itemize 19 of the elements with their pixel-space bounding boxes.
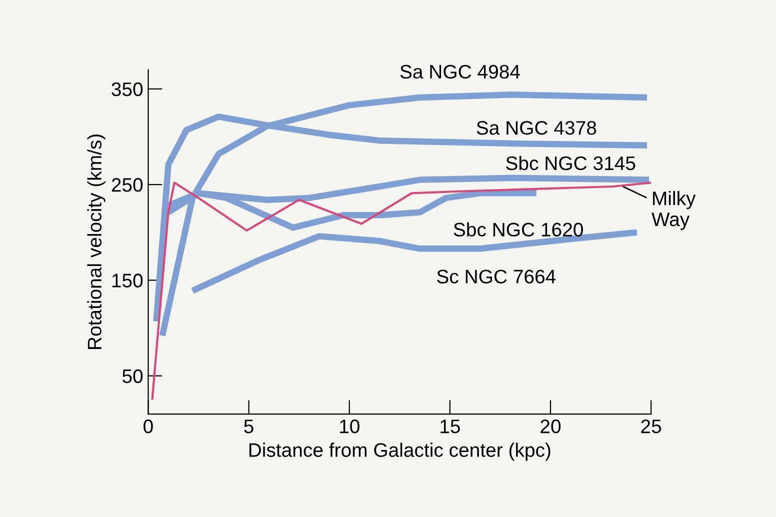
annotation: Sa NGC 4984 xyxy=(400,64,520,79)
annotation: Sbc NGC 1620 xyxy=(454,222,583,237)
annotation: Sc NGC 7664 xyxy=(437,270,556,284)
y-axis-title: Rotational velocity (km/s) xyxy=(87,134,106,349)
annotation: Sa NGC 4378 xyxy=(476,121,596,135)
annotation: Milky Way xyxy=(652,190,696,230)
x-tick-label: 5 xyxy=(244,420,254,434)
x-tick-label: 20 xyxy=(540,419,561,434)
y-tick-label: 50 xyxy=(122,369,143,384)
x-axis-title: Distance from Galactic center (kpc) xyxy=(249,442,550,461)
x-tick-label: 15 xyxy=(440,420,460,434)
x-tick-label: 25 xyxy=(641,419,662,434)
x-tick-label: 0 xyxy=(144,419,153,434)
annotation: Sbc NGC 3145 xyxy=(506,156,636,170)
line-series xyxy=(151,182,652,401)
x-tick-label: 10 xyxy=(340,419,360,434)
y-tick-label: 150 xyxy=(112,274,143,288)
y-tick-label: 350 xyxy=(112,82,143,96)
y-tick-label: 250 xyxy=(112,178,143,192)
